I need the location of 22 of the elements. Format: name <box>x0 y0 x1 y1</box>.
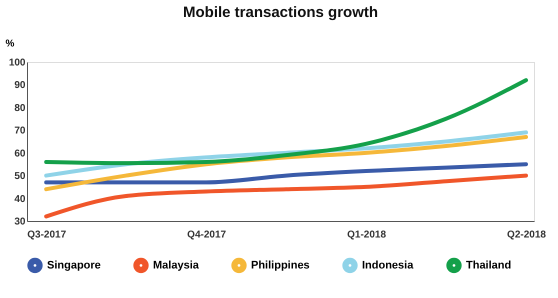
x-tick-label: Q1-2018 <box>347 230 386 240</box>
legend-label: Philippines <box>251 259 310 272</box>
y-tick-label: 90 <box>14 80 26 92</box>
y-tick-label: 60 <box>14 148 26 160</box>
line-series <box>44 174 528 218</box>
line-series <box>44 162 528 184</box>
y-tick-label: 80 <box>14 102 26 114</box>
legend-label: Thailand <box>466 259 512 272</box>
legend-label: Indonesia <box>362 259 414 272</box>
y-tick-label: 100 <box>8 58 26 68</box>
chart-title: Mobile transactions growth <box>182 4 378 21</box>
y-tick-label: 50 <box>14 171 26 182</box>
y-axis-title: % <box>6 38 14 50</box>
y-tick-label: 70 <box>14 126 26 137</box>
y-tick-label: 30 <box>14 216 26 228</box>
x-tick-label: Q3-2017 <box>27 230 67 240</box>
x-tick-label: Q4-2017 <box>187 230 227 240</box>
legend-label: Singapore <box>47 259 101 272</box>
legend-label: Malaysia <box>153 259 200 272</box>
y-tick-label: 40 <box>14 194 26 205</box>
line-series <box>44 78 528 166</box>
x-tick-label: Q2-2018 <box>507 230 546 240</box>
